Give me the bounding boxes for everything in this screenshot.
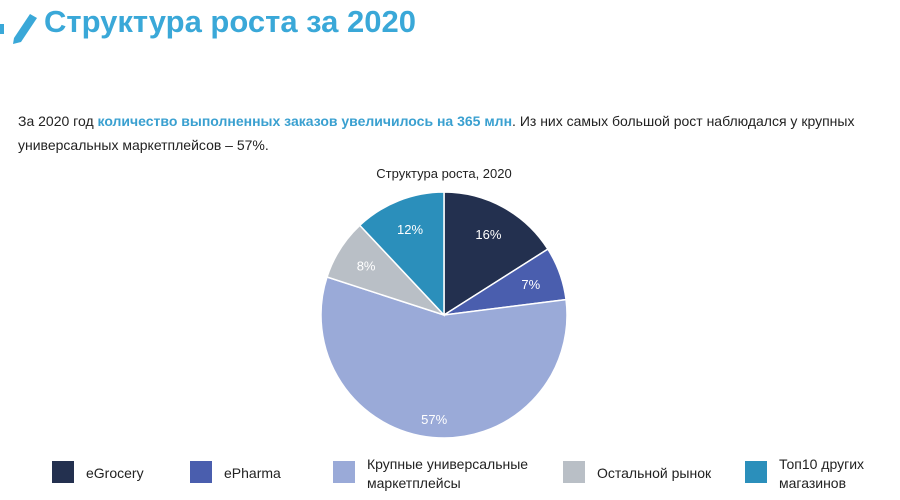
text: За 2020 год — [18, 113, 98, 129]
legend-swatch — [333, 461, 355, 483]
legend-swatch — [52, 461, 74, 483]
legend-label: Остальной рынок — [597, 465, 712, 481]
pie-slice — [320, 276, 568, 439]
pie-slice — [443, 191, 549, 317]
legend-item: Топ10 других магазинов — [745, 455, 889, 493]
text: . Из них самых большой рост наблюдался у… — [18, 113, 855, 153]
data-label: 8% — [357, 259, 376, 274]
title-icon — [0, 14, 37, 44]
legend-item: eGrocery — [52, 455, 186, 483]
data-label: 12% — [397, 222, 423, 237]
legend-swatch — [563, 461, 585, 483]
legend-label: Топ10 других магазинов — [779, 456, 865, 491]
data-label: 7% — [521, 277, 540, 292]
legend-item: Крупные универсальные маркетплейсы — [333, 455, 557, 493]
highlight: количество выполненных заказов увеличило… — [97, 113, 513, 129]
data-label: 57% — [421, 412, 447, 427]
legend-label: Крупные универсальные маркетплейсы — [367, 456, 529, 491]
data-label: 16% — [475, 227, 501, 242]
paragraph: За 2020 год количество выполненных заказ… — [18, 109, 858, 157]
legend-label: eGrocery — [86, 465, 144, 481]
chart: Структура роста, 2020 16% 7% 57% 8% 12% — [320, 166, 568, 439]
legend-item: Остальной рынок — [563, 455, 737, 483]
chart-title: Структура роста, 2020 — [376, 166, 511, 181]
legend-item: ePharma — [190, 455, 324, 483]
pie-slice — [358, 191, 445, 317]
legend-swatch — [745, 461, 767, 483]
slide-title: Структура роста за 2020 — [44, 4, 416, 39]
legend-swatch — [190, 461, 212, 483]
legend-label: ePharma — [224, 465, 281, 481]
